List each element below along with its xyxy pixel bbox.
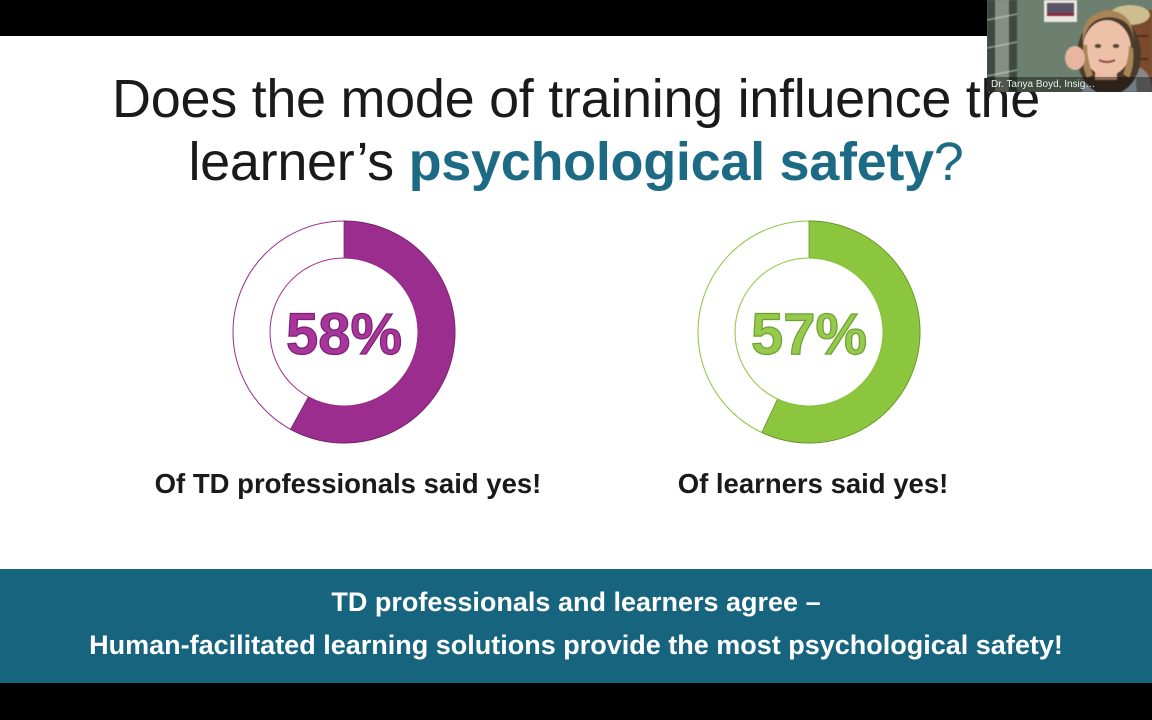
svg-text:58%: 58% — [286, 302, 402, 367]
svg-text:57%: 57% — [751, 302, 867, 367]
